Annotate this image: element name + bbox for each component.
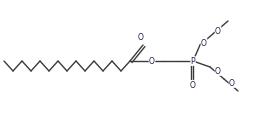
Text: O: O <box>138 33 144 42</box>
Text: O: O <box>229 79 235 88</box>
Text: O: O <box>215 67 221 76</box>
Text: P: P <box>191 57 195 66</box>
Text: O: O <box>190 81 196 90</box>
Text: O: O <box>215 27 221 36</box>
Text: O: O <box>149 57 155 66</box>
Text: O: O <box>201 39 207 48</box>
